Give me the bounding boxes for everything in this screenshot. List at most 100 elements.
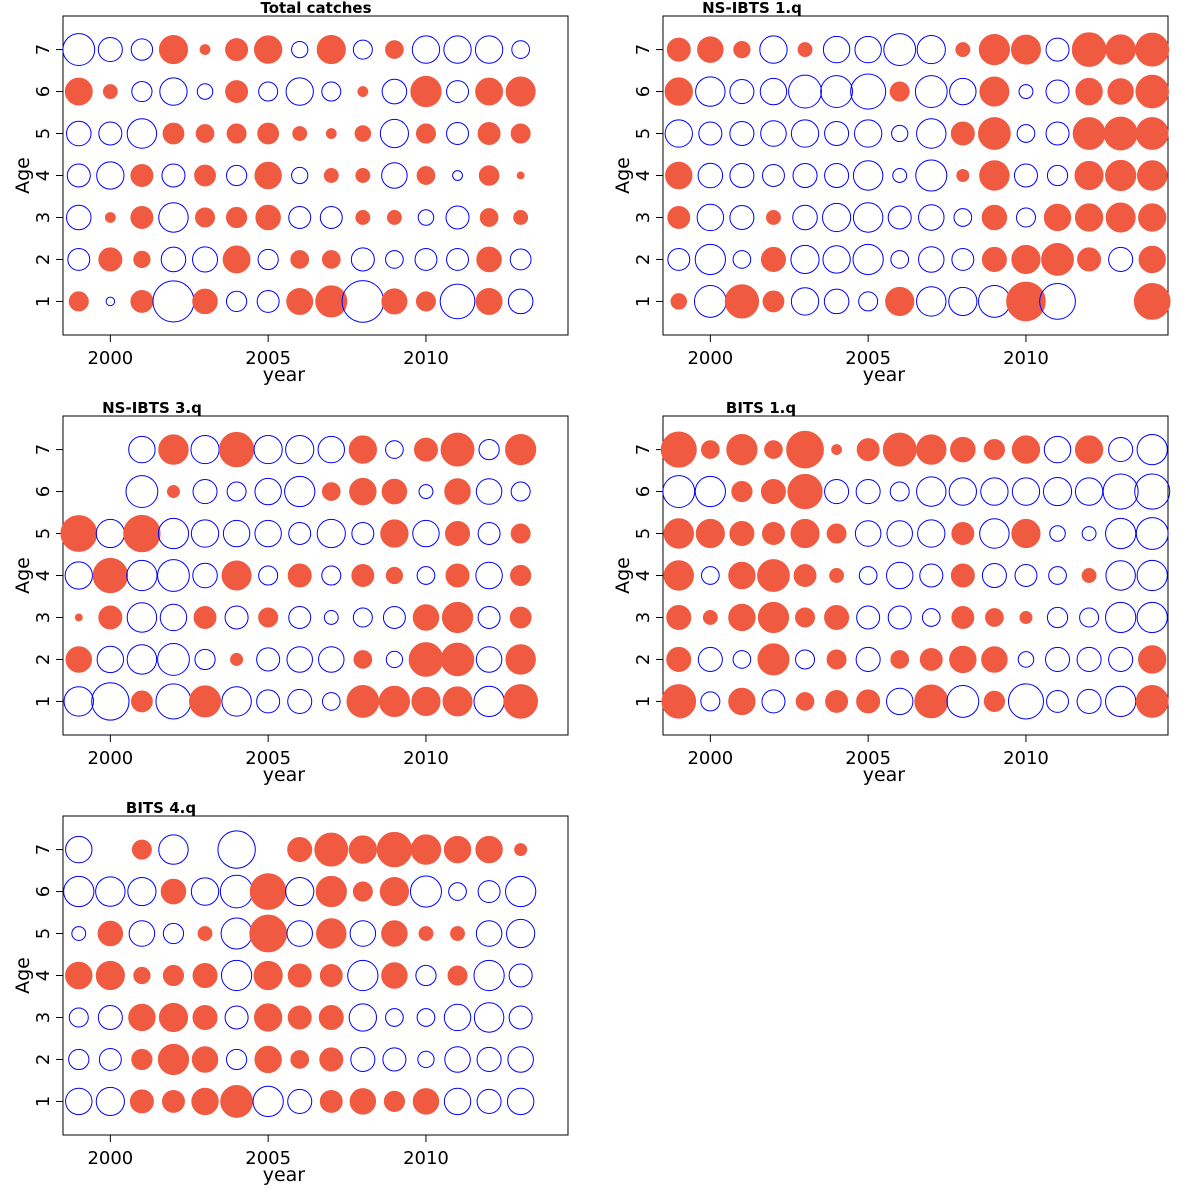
- x-tick-label: 2005: [845, 348, 891, 369]
- x-tick-label: 2005: [245, 748, 291, 769]
- positive-residual-bubble: [825, 689, 849, 713]
- positive-residual-bubble: [790, 518, 820, 549]
- positive-residual-bubble: [315, 875, 347, 908]
- negative-residual-bubble: [473, 685, 505, 718]
- negative-residual-bubble: [97, 37, 123, 63]
- negative-residual-bubble: [1043, 435, 1072, 464]
- positive-residual-bubble: [249, 873, 287, 910]
- chart-panel: NS-IBTS 3.q 2000 2005 2010 1 2 3 4 5 6 7 year Age: [12, 399, 569, 786]
- negative-residual-bubble: [856, 605, 881, 630]
- positive-residual-bubble: [764, 440, 783, 459]
- positive-residual-bubble: [381, 478, 408, 505]
- positive-residual-bubble: [503, 684, 538, 719]
- negative-residual-bubble: [507, 1046, 534, 1073]
- negative-residual-bubble: [1049, 525, 1066, 542]
- negative-residual-bubble: [695, 76, 726, 107]
- positive-residual-bubble: [255, 204, 281, 231]
- y-tick-label: 5: [33, 928, 54, 939]
- positive-residual-bubble: [981, 646, 1008, 673]
- negative-residual-bubble: [65, 835, 93, 864]
- chart-panel: BITS 4.q 2000 2005 2010 1 2 3 4 5 6 7 year Age: [12, 799, 569, 1186]
- negative-residual-bubble: [946, 685, 980, 718]
- positive-residual-bubble: [1138, 203, 1167, 232]
- positive-residual-bubble: [882, 432, 917, 467]
- negative-residual-bubble: [159, 77, 188, 106]
- positive-residual-bubble: [355, 210, 371, 225]
- positive-residual-bubble: [133, 250, 151, 269]
- positive-residual-bubble: [951, 606, 975, 629]
- negative-residual-bubble: [858, 291, 879, 312]
- negative-residual-bubble: [824, 121, 850, 147]
- positive-residual-bubble: [192, 1004, 218, 1030]
- positive-residual-bubble: [726, 433, 758, 466]
- negative-residual-bubble: [1135, 517, 1169, 550]
- negative-residual-bubble: [508, 1005, 533, 1030]
- negative-residual-bubble: [443, 1003, 472, 1032]
- positive-residual-bubble: [158, 1002, 189, 1033]
- negative-residual-bubble: [220, 917, 253, 950]
- negative-residual-bubble: [822, 35, 851, 64]
- positive-residual-bubble: [378, 685, 411, 718]
- negative-residual-bubble: [1081, 526, 1097, 541]
- positive-residual-bubble: [797, 42, 813, 58]
- positive-residual-bubble: [316, 34, 346, 65]
- negative-residual-bubble: [506, 1087, 535, 1116]
- positive-residual-bubble: [510, 564, 532, 587]
- positive-residual-bubble: [102, 84, 118, 99]
- negative-residual-bubble: [190, 877, 220, 906]
- positive-residual-bubble: [1105, 202, 1136, 233]
- negative-residual-bubble: [1048, 566, 1067, 585]
- positive-residual-bubble: [65, 646, 93, 673]
- negative-residual-bubble: [349, 920, 377, 947]
- y-tick-label: 6: [633, 486, 654, 497]
- positive-residual-bubble: [1135, 32, 1170, 67]
- y-axis-label: Age: [12, 157, 34, 194]
- negative-residual-bubble: [1045, 121, 1070, 146]
- y-tick-label: 3: [33, 612, 54, 623]
- positive-residual-bubble: [731, 480, 753, 503]
- positive-residual-bubble: [950, 121, 975, 146]
- negative-residual-bubble: [505, 875, 537, 908]
- negative-residual-bubble: [96, 645, 125, 674]
- negative-residual-bubble: [948, 477, 978, 506]
- negative-residual-bubble: [160, 246, 187, 273]
- positive-residual-bubble: [415, 123, 436, 144]
- positive-residual-bubble: [443, 835, 472, 864]
- y-tick-label: 4: [33, 570, 54, 581]
- positive-residual-bubble: [1105, 159, 1137, 192]
- negative-residual-bubble: [379, 118, 409, 149]
- negative-residual-bubble: [886, 687, 914, 716]
- x-axis-label: year: [863, 764, 906, 786]
- negative-residual-bubble: [98, 121, 123, 146]
- positive-residual-bubble: [728, 603, 756, 632]
- negative-residual-bubble: [219, 874, 254, 909]
- negative-residual-bubble: [1046, 164, 1069, 187]
- y-tick-label: 1: [633, 296, 654, 307]
- positive-residual-bubble: [408, 642, 444, 677]
- y-tick-label: 6: [33, 886, 54, 897]
- x-tick-label: 2000: [87, 1148, 133, 1169]
- negative-residual-bubble: [1045, 646, 1071, 672]
- positive-residual-bubble: [287, 563, 312, 588]
- x-tick-label: 2010: [1003, 748, 1049, 769]
- positive-residual-bubble: [292, 126, 308, 141]
- negative-residual-bubble: [1007, 683, 1044, 720]
- negative-residual-bubble: [759, 35, 788, 64]
- positive-residual-bubble: [349, 477, 377, 506]
- positive-residual-bubble: [220, 1085, 253, 1118]
- negative-residual-bubble: [66, 204, 92, 231]
- y-tick-label: 4: [633, 170, 654, 181]
- x-tick-label: 2010: [403, 1148, 449, 1169]
- negative-residual-bubble: [697, 646, 723, 672]
- positive-residual-bubble: [1107, 78, 1134, 105]
- negative-residual-bubble: [474, 35, 504, 64]
- positive-residual-bubble: [319, 964, 343, 987]
- positive-residual-bubble: [290, 250, 310, 269]
- negative-residual-bubble: [317, 435, 345, 464]
- positive-residual-bubble: [253, 1003, 283, 1032]
- negative-residual-bubble: [319, 206, 343, 229]
- negative-residual-bubble: [222, 519, 251, 548]
- positive-residual-bubble: [162, 122, 185, 145]
- positive-residual-bubble: [829, 568, 845, 583]
- positive-residual-bubble: [757, 643, 790, 676]
